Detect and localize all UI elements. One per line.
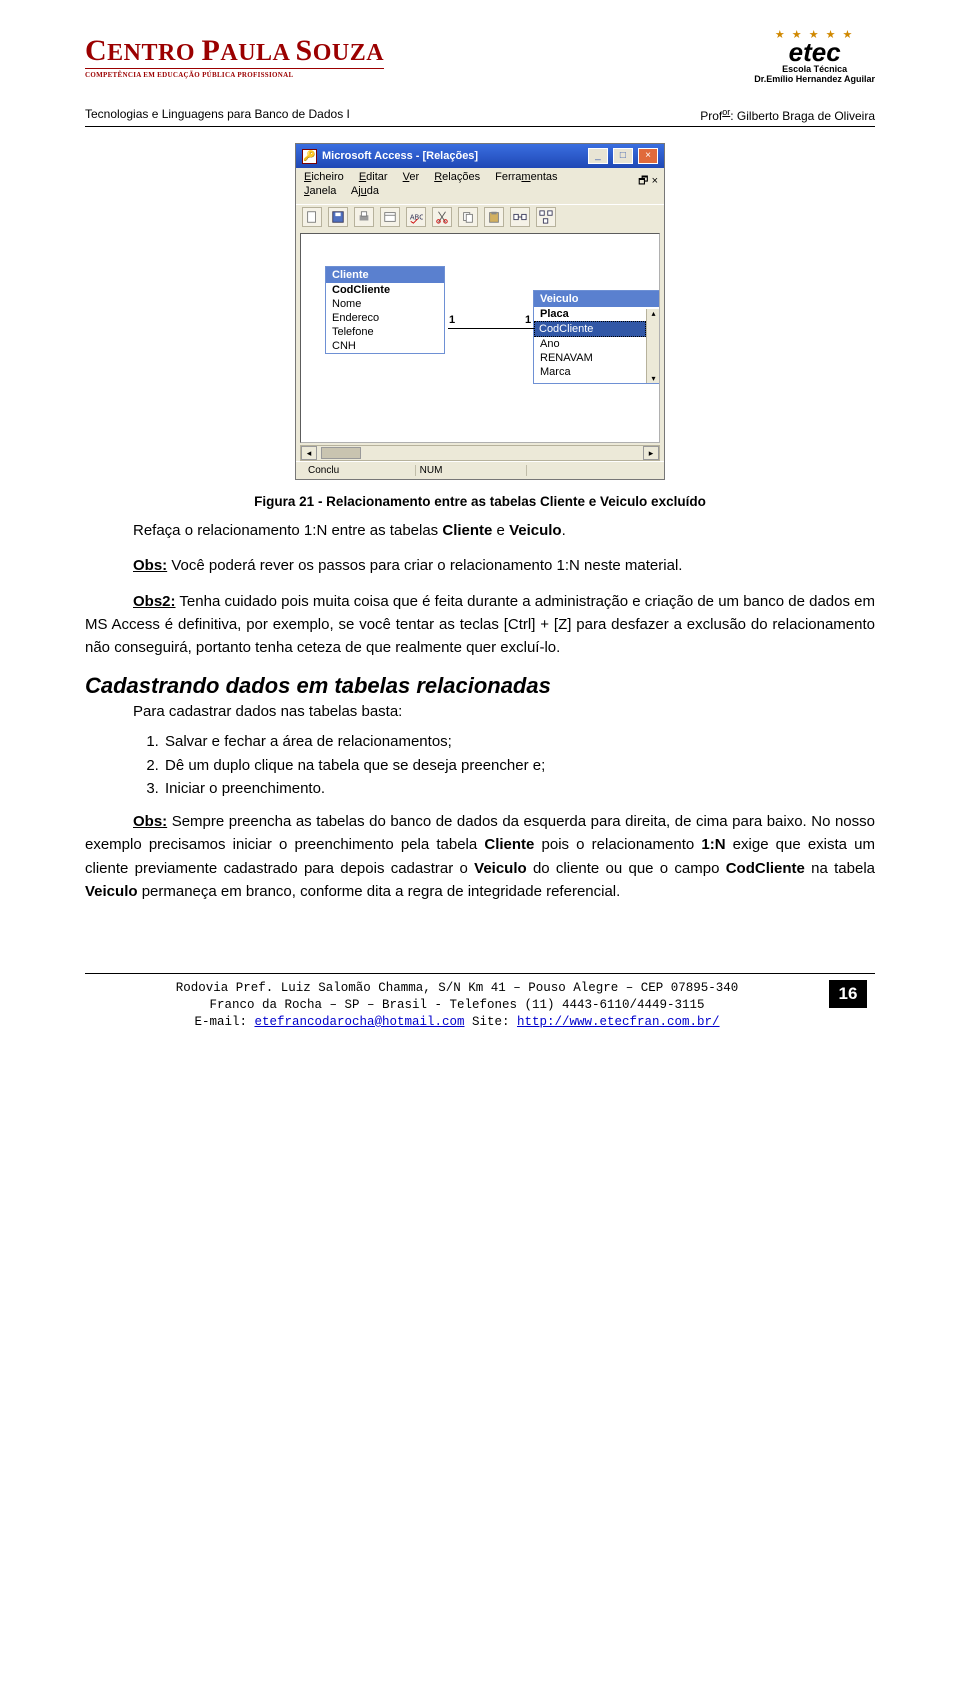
menubar: Eicheiro Editar Ver Relações Ferramentas… bbox=[296, 168, 664, 204]
mdi-restore-button[interactable]: 🗗 bbox=[638, 175, 648, 187]
table-header: Veiculo bbox=[534, 291, 660, 307]
field-cnh[interactable]: CNH bbox=[326, 339, 444, 353]
paragraph-obs1: Obs: Você poderá rever os passos para cr… bbox=[85, 554, 875, 577]
course-title: Tecnologias e Linguagens para Banco de D… bbox=[85, 107, 350, 123]
toolbar-cut-icon[interactable] bbox=[432, 207, 452, 227]
footer-text: Rodovia Pref. Luiz Salomão Chamma, S/N K… bbox=[87, 980, 827, 1031]
logo-centro-paula-souza: CENTRO PAULA SOUZA COMPETÊNCIA EM EDUCAÇ… bbox=[85, 34, 384, 79]
status-text: Conclu bbox=[304, 465, 416, 476]
horizontal-scrollbar[interactable]: ◂ ▸ bbox=[300, 445, 660, 461]
menu-ferramentas[interactable]: Ferramentas bbox=[495, 171, 557, 183]
logo-subtitle: COMPETÊNCIA EM EDUCAÇÃO PÚBLICA PROFISSI… bbox=[85, 68, 384, 79]
window-title: Microsoft Access - [Relações] bbox=[322, 150, 586, 162]
obs-label: Obs: bbox=[133, 557, 167, 574]
toolbar-spellcheck-icon[interactable]: ABC bbox=[406, 207, 426, 227]
relationship-canvas[interactable]: Cliente CodCliente Nome Endereco Telefon… bbox=[300, 233, 660, 443]
section-heading: Cadastrando dados em tabelas relacionada… bbox=[85, 673, 875, 699]
field-endereco[interactable]: Endereco bbox=[326, 311, 444, 325]
toolbar-new-icon[interactable] bbox=[302, 207, 322, 227]
logo-etec: ★ ★ ★ ★ ★ etec Escola Técnica Dr.Emílio … bbox=[754, 28, 875, 84]
paragraph-1: Refaça o relacionamento 1:N entre as tab… bbox=[85, 519, 875, 542]
list-item: Salvar e fechar a área de relacionamento… bbox=[163, 730, 875, 753]
header-rule bbox=[85, 126, 875, 127]
steps-list: Salvar e fechar a área de relacionamento… bbox=[163, 730, 875, 800]
statusbar: Conclu NUM bbox=[296, 461, 664, 479]
toolbar-all-rel-icon[interactable] bbox=[536, 207, 556, 227]
field-marca[interactable]: Marca bbox=[534, 365, 646, 379]
footer-email-link[interactable]: etefrancodarocha@hotmail.com bbox=[254, 1015, 464, 1029]
field-codcliente-selected[interactable]: CodCliente bbox=[534, 321, 646, 337]
access-app-icon: 🔑 bbox=[302, 149, 317, 164]
titlebar[interactable]: 🔑 Microsoft Access - [Relações] _ □ × bbox=[296, 144, 664, 168]
menu-ficheiro[interactable]: Eicheiro bbox=[304, 171, 344, 183]
field-placa[interactable]: Placa bbox=[534, 307, 646, 321]
paragraph-obs2: Obs2: Tenha cuidado pois muita coisa que… bbox=[85, 590, 875, 660]
etec-word: etec bbox=[754, 41, 875, 64]
menu-janela[interactable]: Janela bbox=[304, 185, 336, 197]
field-nome[interactable]: Nome bbox=[326, 297, 444, 311]
table-cliente[interactable]: Cliente CodCliente Nome Endereco Telefon… bbox=[325, 266, 445, 354]
obs2-label: Obs2: bbox=[133, 593, 176, 610]
figure-caption: Figura 21 - Relacionamento entre as tabe… bbox=[85, 494, 875, 509]
field-ano[interactable]: Ano bbox=[534, 337, 646, 351]
close-button[interactable]: × bbox=[638, 148, 658, 164]
maximize-button[interactable]: □ bbox=[613, 148, 633, 164]
page-footer: Rodovia Pref. Luiz Salomão Chamma, S/N K… bbox=[85, 973, 875, 1033]
scroll-left-icon[interactable]: ◂ bbox=[301, 446, 317, 460]
cardinality-left: 1 bbox=[449, 314, 455, 326]
paragraph-obs3: Obs: Sempre preencha as tabelas do banco… bbox=[85, 810, 875, 903]
scroll-thumb[interactable] bbox=[321, 447, 361, 459]
menu-ajuda[interactable]: Ajuda bbox=[351, 185, 379, 197]
scroll-down-icon[interactable]: ▾ bbox=[651, 374, 655, 383]
toolbar-relationships-icon[interactable] bbox=[510, 207, 530, 227]
page-header: CENTRO PAULA SOUZA COMPETÊNCIA EM EDUCAÇ… bbox=[85, 28, 875, 123]
toolbar: ABC bbox=[296, 204, 664, 233]
field-telefone[interactable]: Telefone bbox=[326, 325, 444, 339]
minimize-button[interactable]: _ bbox=[588, 148, 608, 164]
relationship-line[interactable] bbox=[448, 328, 534, 329]
table-veiculo[interactable]: Veiculo Placa CodCliente Ano RENAVAM Mar… bbox=[533, 290, 660, 384]
menu-relacoes[interactable]: Relações bbox=[434, 171, 480, 183]
field-renavam[interactable]: RENAVAM bbox=[534, 351, 646, 365]
mdi-close-button[interactable]: × bbox=[652, 175, 658, 187]
scroll-right-icon[interactable]: ▸ bbox=[643, 446, 659, 460]
access-window: 🔑 Microsoft Access - [Relações] _ □ × Ei… bbox=[295, 143, 665, 480]
toolbar-show-table-icon[interactable] bbox=[380, 207, 400, 227]
list-item: Dê um duplo clique na tabela que se dese… bbox=[163, 754, 875, 777]
footer-site-link[interactable]: http://www.etecfran.com.br/ bbox=[517, 1015, 720, 1029]
footer-rule bbox=[85, 973, 875, 974]
etec-school-name: Dr.Emílio Hernandez Aguilar bbox=[754, 74, 875, 84]
page-number: 16 bbox=[829, 980, 867, 1008]
menu-ver[interactable]: Ver bbox=[403, 171, 420, 183]
status-empty bbox=[527, 465, 656, 476]
etec-subtitle: Escola Técnica bbox=[754, 64, 875, 74]
obs-label: Obs: bbox=[133, 813, 167, 830]
toolbar-copy-icon[interactable] bbox=[458, 207, 478, 227]
table-scrollbar[interactable]: ▴▾ bbox=[646, 309, 660, 383]
toolbar-paste-icon[interactable] bbox=[484, 207, 504, 227]
professor-label: Profor: Gilberto Braga de Oliveira bbox=[700, 107, 875, 123]
section-subtext: Para cadastrar dados nas tabelas basta: bbox=[133, 703, 875, 720]
toolbar-print-icon[interactable] bbox=[354, 207, 374, 227]
scroll-up-icon[interactable]: ▴ bbox=[651, 309, 655, 318]
status-numlock: NUM bbox=[416, 465, 528, 476]
menu-editar[interactable]: Editar bbox=[359, 171, 388, 183]
table-header: Cliente bbox=[326, 267, 444, 283]
list-item: Iniciar o preenchimento. bbox=[163, 777, 875, 800]
logo-text: C bbox=[85, 34, 107, 67]
toolbar-save-icon[interactable] bbox=[328, 207, 348, 227]
cardinality-right: 1 bbox=[525, 314, 531, 326]
field-codcliente[interactable]: CodCliente bbox=[326, 283, 444, 297]
